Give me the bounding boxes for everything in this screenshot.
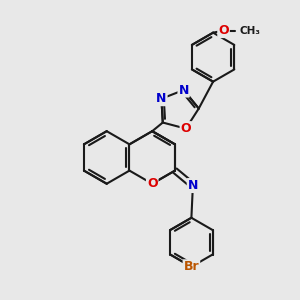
Text: N: N (188, 179, 198, 192)
Text: O: O (218, 24, 229, 37)
Text: O: O (181, 122, 191, 135)
Text: O: O (147, 177, 158, 190)
Text: N: N (156, 92, 167, 105)
Text: N: N (178, 83, 189, 97)
Text: CH₃: CH₃ (239, 26, 260, 36)
Text: Br: Br (184, 260, 199, 273)
